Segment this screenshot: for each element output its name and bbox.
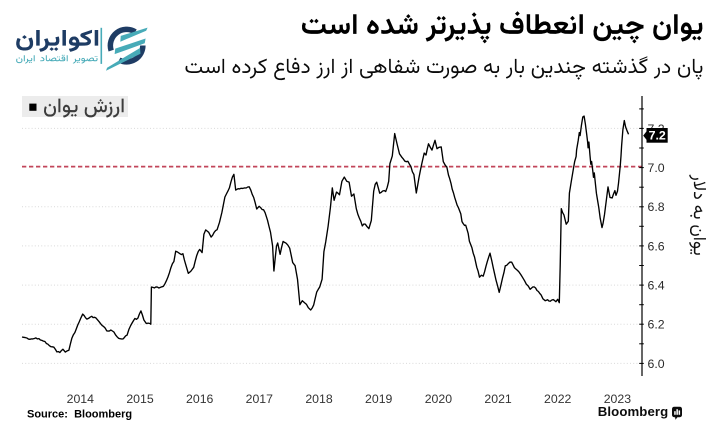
svg-text:6.8: 6.8 <box>648 200 665 214</box>
svg-text:7.0: 7.0 <box>648 161 665 175</box>
svg-text:7.2: 7.2 <box>649 129 666 143</box>
svg-text:2022: 2022 <box>544 392 572 406</box>
svg-text:6.6: 6.6 <box>648 239 665 253</box>
svg-text:Bloomberg: Bloomberg <box>598 404 669 419</box>
svg-text:6.4: 6.4 <box>648 279 665 293</box>
svg-text:2021: 2021 <box>484 392 512 406</box>
svg-text:2015: 2015 <box>126 392 154 406</box>
svg-text:Source: Bloomberg: Source: Bloomberg <box>27 409 132 421</box>
svg-text:2023: 2023 <box>604 392 632 406</box>
svg-text:2016: 2016 <box>186 392 214 406</box>
svg-text:2014: 2014 <box>67 392 95 406</box>
svg-text:6.2: 6.2 <box>648 318 665 332</box>
svg-text:6.0: 6.0 <box>648 357 665 371</box>
svg-text:2020: 2020 <box>425 392 453 406</box>
svg-text:2019: 2019 <box>365 392 393 406</box>
svg-text:2018: 2018 <box>305 392 333 406</box>
svg-text:2017: 2017 <box>246 392 274 406</box>
